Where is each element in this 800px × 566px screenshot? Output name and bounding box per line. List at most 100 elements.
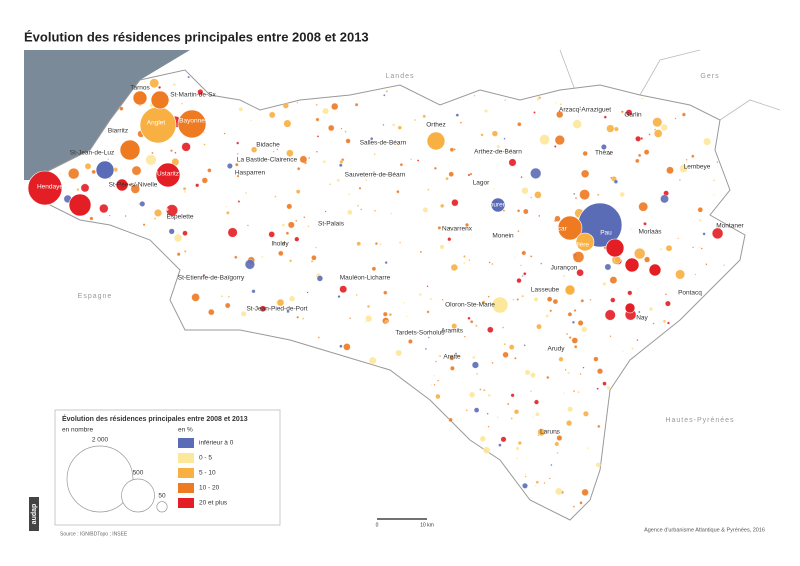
commune-dot <box>548 477 551 480</box>
commune-dot <box>405 315 408 318</box>
commune-dot <box>502 351 509 358</box>
commune-dot <box>471 361 479 369</box>
legend-class-label: 0 - 5 <box>199 455 212 462</box>
place-label: Sauveterre-de-Béarn <box>345 172 406 179</box>
commune-dot <box>356 241 361 246</box>
town-circle <box>624 302 636 314</box>
commune-dot <box>577 391 580 394</box>
commune-dot <box>502 326 505 329</box>
logo-box <box>29 497 39 531</box>
commune-dot <box>410 158 413 161</box>
commune-dot <box>390 212 393 215</box>
commune-dot <box>530 390 532 393</box>
commune-dot <box>496 416 499 419</box>
commune-dot <box>328 124 335 132</box>
commune-dot <box>153 217 157 220</box>
commune-dot <box>635 158 640 164</box>
commune-dot <box>468 259 471 262</box>
commune-dot <box>513 256 516 259</box>
commune-dot <box>567 312 573 317</box>
commune-dot <box>379 242 382 246</box>
town-circle <box>426 131 446 151</box>
commune-dot <box>274 195 277 198</box>
place-label: Pau <box>600 230 612 237</box>
commune-dot <box>621 110 624 114</box>
commune-dot <box>315 117 320 122</box>
commune-dot <box>119 106 124 111</box>
commune-dot <box>451 323 458 329</box>
commune-dot <box>630 228 632 230</box>
commune-dot <box>297 167 301 171</box>
commune-dot <box>397 143 400 146</box>
commune-dot <box>500 436 507 443</box>
scale-label: 10 km <box>420 522 434 528</box>
legend-size-title: en nombre <box>62 427 93 434</box>
commune-dot <box>473 407 480 413</box>
commune-dot <box>89 216 94 221</box>
commune-dot <box>336 178 341 183</box>
commune-dot <box>582 150 588 157</box>
commune-dot <box>451 199 459 207</box>
commune-dot <box>552 298 559 305</box>
commune-dot <box>220 295 223 298</box>
commune-dot <box>654 129 663 138</box>
commune-dot <box>535 412 540 417</box>
place-label: Espelette <box>166 214 193 221</box>
commune-dot <box>603 115 607 119</box>
commune-dot <box>556 435 563 441</box>
commune-dot <box>145 154 157 166</box>
commune-dot <box>535 480 539 484</box>
legend-size-label: 2 000 <box>92 437 109 444</box>
commune-dot <box>107 158 110 161</box>
commune-dot <box>530 196 533 199</box>
commune-dot <box>413 118 417 122</box>
commune-dot <box>339 285 347 293</box>
place-label: Billère <box>571 242 589 249</box>
commune-dot <box>383 94 386 97</box>
commune-dot <box>533 297 539 302</box>
commune-dot <box>383 290 388 295</box>
commune-dot <box>713 193 715 196</box>
commune-dot <box>554 215 561 222</box>
department <box>29 69 746 521</box>
commune-dot <box>339 344 343 348</box>
commune-dot <box>491 361 494 364</box>
place-label: Ustaritz <box>157 171 179 178</box>
commune-dot <box>484 109 488 113</box>
commune-dot <box>515 446 520 451</box>
place-label: St-Pée-s/-Nivelle <box>109 182 158 189</box>
commune-dot <box>637 153 642 158</box>
commune-dot <box>723 264 726 267</box>
place-label: Arudy <box>548 346 566 353</box>
commune-dot <box>621 350 624 353</box>
legend-size-circle <box>66 445 134 513</box>
commune-dot <box>571 320 575 324</box>
commune-dot <box>275 301 278 304</box>
commune-dot <box>418 292 422 297</box>
commune-dot <box>245 192 248 194</box>
commune-dot <box>517 441 522 445</box>
region-label: Hautes-Pyrénées <box>665 417 734 424</box>
commune-dot <box>546 375 550 380</box>
commune-dot <box>395 349 402 357</box>
commune-dot <box>349 317 352 320</box>
place-label: Navarrenx <box>442 226 473 233</box>
commune-dot <box>572 505 575 508</box>
commune-dot <box>355 293 358 296</box>
commune-dot <box>433 166 437 170</box>
commune-dot <box>703 137 711 146</box>
commune-dot <box>237 200 241 203</box>
commune-dot <box>544 349 547 352</box>
commune-dot <box>469 172 473 176</box>
commune-dot <box>692 246 695 249</box>
commune-dot <box>450 365 455 371</box>
commune-dot <box>203 143 206 146</box>
commune-dot <box>643 222 647 226</box>
commune-dot <box>487 326 494 333</box>
commune-dot <box>182 186 187 191</box>
commune-dot <box>183 250 187 253</box>
commune-dot <box>287 221 295 229</box>
place-label: Montaner <box>716 223 744 230</box>
place-label: St-Palais <box>318 221 345 228</box>
commune-dot <box>641 97 644 100</box>
